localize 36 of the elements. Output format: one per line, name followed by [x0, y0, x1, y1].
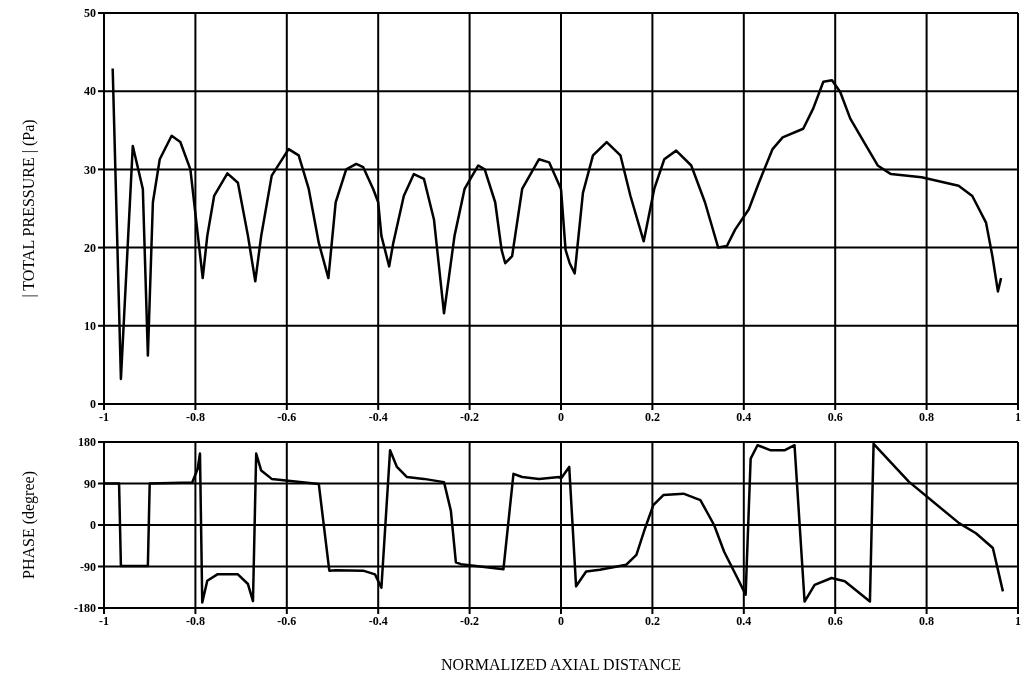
x-tick-label: 1: [1015, 613, 1021, 628]
x-tick-label: -0.2: [460, 613, 480, 628]
x-tick-label: 0.2: [644, 613, 660, 628]
x-tick-label: 0.4: [736, 409, 752, 424]
x-tick-label: -1: [99, 409, 109, 424]
y-tick-label: 0: [90, 397, 96, 412]
y-axis-title: PHASE (degree): [19, 471, 38, 579]
x-tick-label: -0.6: [277, 409, 297, 424]
y-tick-label: -90: [80, 559, 96, 574]
x-tick-label: -0.8: [185, 613, 205, 628]
x-tick-label: -0.6: [277, 613, 297, 628]
x-axis-title: NORMALIZED AXIAL DISTANCE: [441, 656, 681, 673]
y-tick-label: 180: [78, 435, 96, 450]
x-tick-label: 0.6: [827, 613, 843, 628]
x-tick-label: -1: [99, 613, 109, 628]
y-tick-label: 0: [90, 518, 96, 533]
x-tick-label: 0.4: [736, 613, 752, 628]
x-tick-label: 0: [558, 613, 564, 628]
x-tick-label: -0.4: [368, 613, 388, 628]
y-tick-label: 90: [84, 476, 96, 491]
x-tick-label: 1: [1015, 409, 1021, 424]
y-tick-label: 30: [84, 162, 96, 177]
x-tick-label: 0.8: [919, 613, 935, 628]
x-tick-label: 0: [558, 409, 564, 424]
x-tick-label: -0.2: [460, 409, 480, 424]
y-tick-label: 10: [84, 319, 96, 334]
y-tick-label: 40: [84, 84, 96, 99]
x-tick-label: 0.2: [644, 409, 660, 424]
x-tick-label: 0.6: [827, 409, 843, 424]
x-tick-label: 0.8: [919, 409, 935, 424]
y-axis-title: | TOTAL PRESSURE | (Pa): [19, 119, 38, 298]
x-tick-label: -0.4: [368, 409, 388, 424]
x-tick-label: -0.8: [185, 409, 205, 424]
y-tick-label: 20: [84, 240, 96, 255]
y-tick-label: -180: [74, 601, 96, 616]
y-tick-label: 50: [84, 6, 96, 21]
